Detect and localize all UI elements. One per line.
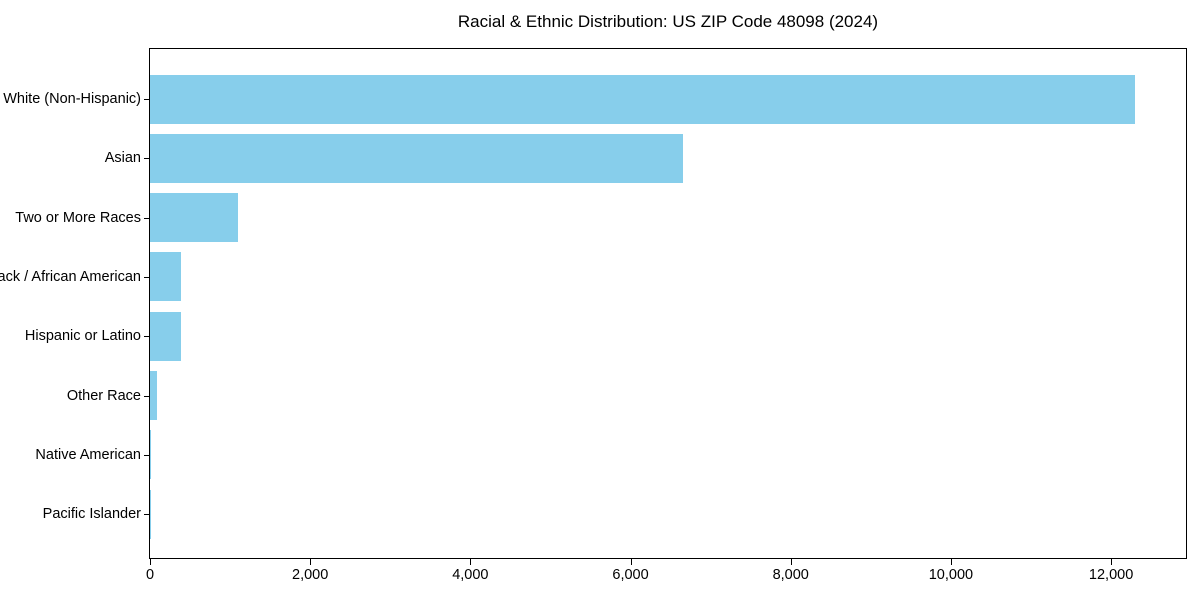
y-tick-mark xyxy=(144,336,149,338)
y-axis-label: Pacific Islander xyxy=(42,505,141,522)
y-axis-label: White (Non-Hispanic) xyxy=(3,90,141,107)
x-tick-label: 2,000 xyxy=(292,567,329,583)
y-axis-label: Asian xyxy=(104,150,141,167)
bar xyxy=(150,311,181,361)
y-tick-mark xyxy=(144,217,149,219)
y-tick-mark xyxy=(144,276,149,278)
x-tick-label: 10,000 xyxy=(928,567,974,583)
x-tick-label: 12,000 xyxy=(1088,567,1134,583)
x-tick-mark xyxy=(630,559,632,565)
y-axis-label: Two or More Races xyxy=(15,209,141,226)
x-tick-mark xyxy=(150,559,151,565)
y-axis-label: Black / African American xyxy=(0,268,141,285)
x-tick-mark xyxy=(790,559,792,565)
x-tick-label: 8,000 xyxy=(772,567,809,583)
x-tick-label: 4,000 xyxy=(452,567,489,583)
x-tick-label: 6,000 xyxy=(612,567,649,583)
y-axis-label: Other Race xyxy=(66,387,141,404)
bar xyxy=(150,430,151,480)
x-tick-mark xyxy=(310,559,312,565)
y-tick-mark xyxy=(144,514,149,516)
y-axis-label: Hispanic or Latino xyxy=(24,327,141,344)
bar xyxy=(150,74,1136,124)
x-tick-mark xyxy=(1111,559,1113,565)
y-tick-mark xyxy=(144,158,149,160)
x-tick-mark xyxy=(950,559,952,565)
bar xyxy=(150,193,239,243)
y-tick-mark xyxy=(144,99,149,100)
x-tick-label: 0 xyxy=(145,567,155,583)
y-tick-mark xyxy=(144,454,149,456)
x-tick-mark xyxy=(470,559,472,565)
bar xyxy=(150,252,182,302)
chart-title: Racial & Ethnic Distribution: US ZIP Cod… xyxy=(457,12,879,31)
plot-area: White (Non-Hispanic) Asian Two or More Rac… xyxy=(0,48,1187,582)
bar xyxy=(150,133,683,183)
bar xyxy=(150,371,157,420)
y-axis-label: Native American xyxy=(35,446,141,463)
y-tick-mark xyxy=(144,395,149,397)
